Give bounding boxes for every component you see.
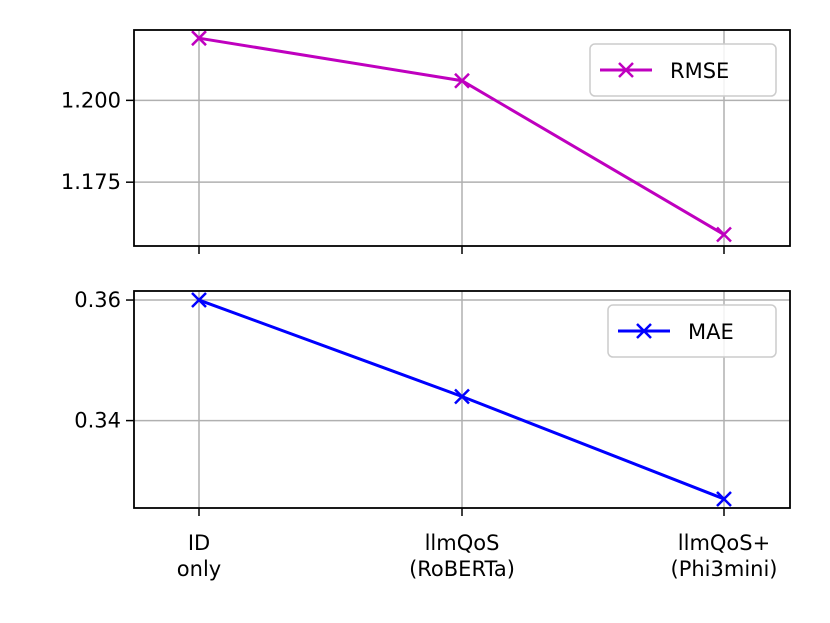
mae-legend-label: MAE: [688, 320, 734, 344]
mae-ytick-label: 0.34: [74, 409, 121, 433]
x-category-label-0: ID only: [177, 531, 221, 581]
rmse-legend-marker: [618, 62, 634, 78]
mae-legend-marker: [636, 323, 652, 339]
x-category-label-1: llmQoS (RoBERTa): [409, 531, 515, 581]
rmse-axes-frame: [133, 29, 791, 247]
mae-data-point-1: [454, 388, 470, 405]
mae-data-point-0: [191, 292, 207, 308]
x-category-label-2: llmQoS+ (Phi3mini): [671, 531, 778, 581]
mae-legend-box: [607, 304, 777, 358]
rmse-legend-label: RMSE: [670, 59, 729, 83]
rmse-legend-box: [589, 43, 777, 97]
mae-data-point-2: [716, 491, 732, 507]
rmse-data-point-1: [454, 72, 470, 89]
rmse-data-point-2: [716, 226, 732, 243]
rmse-ytick-label: 1.175: [61, 170, 121, 194]
mae-axes-frame: [133, 290, 791, 509]
rmse-ytick-label: 1.200: [61, 88, 121, 112]
mae-ytick-label: 0.36: [74, 288, 121, 312]
rmse-data-point-0: [191, 30, 207, 47]
